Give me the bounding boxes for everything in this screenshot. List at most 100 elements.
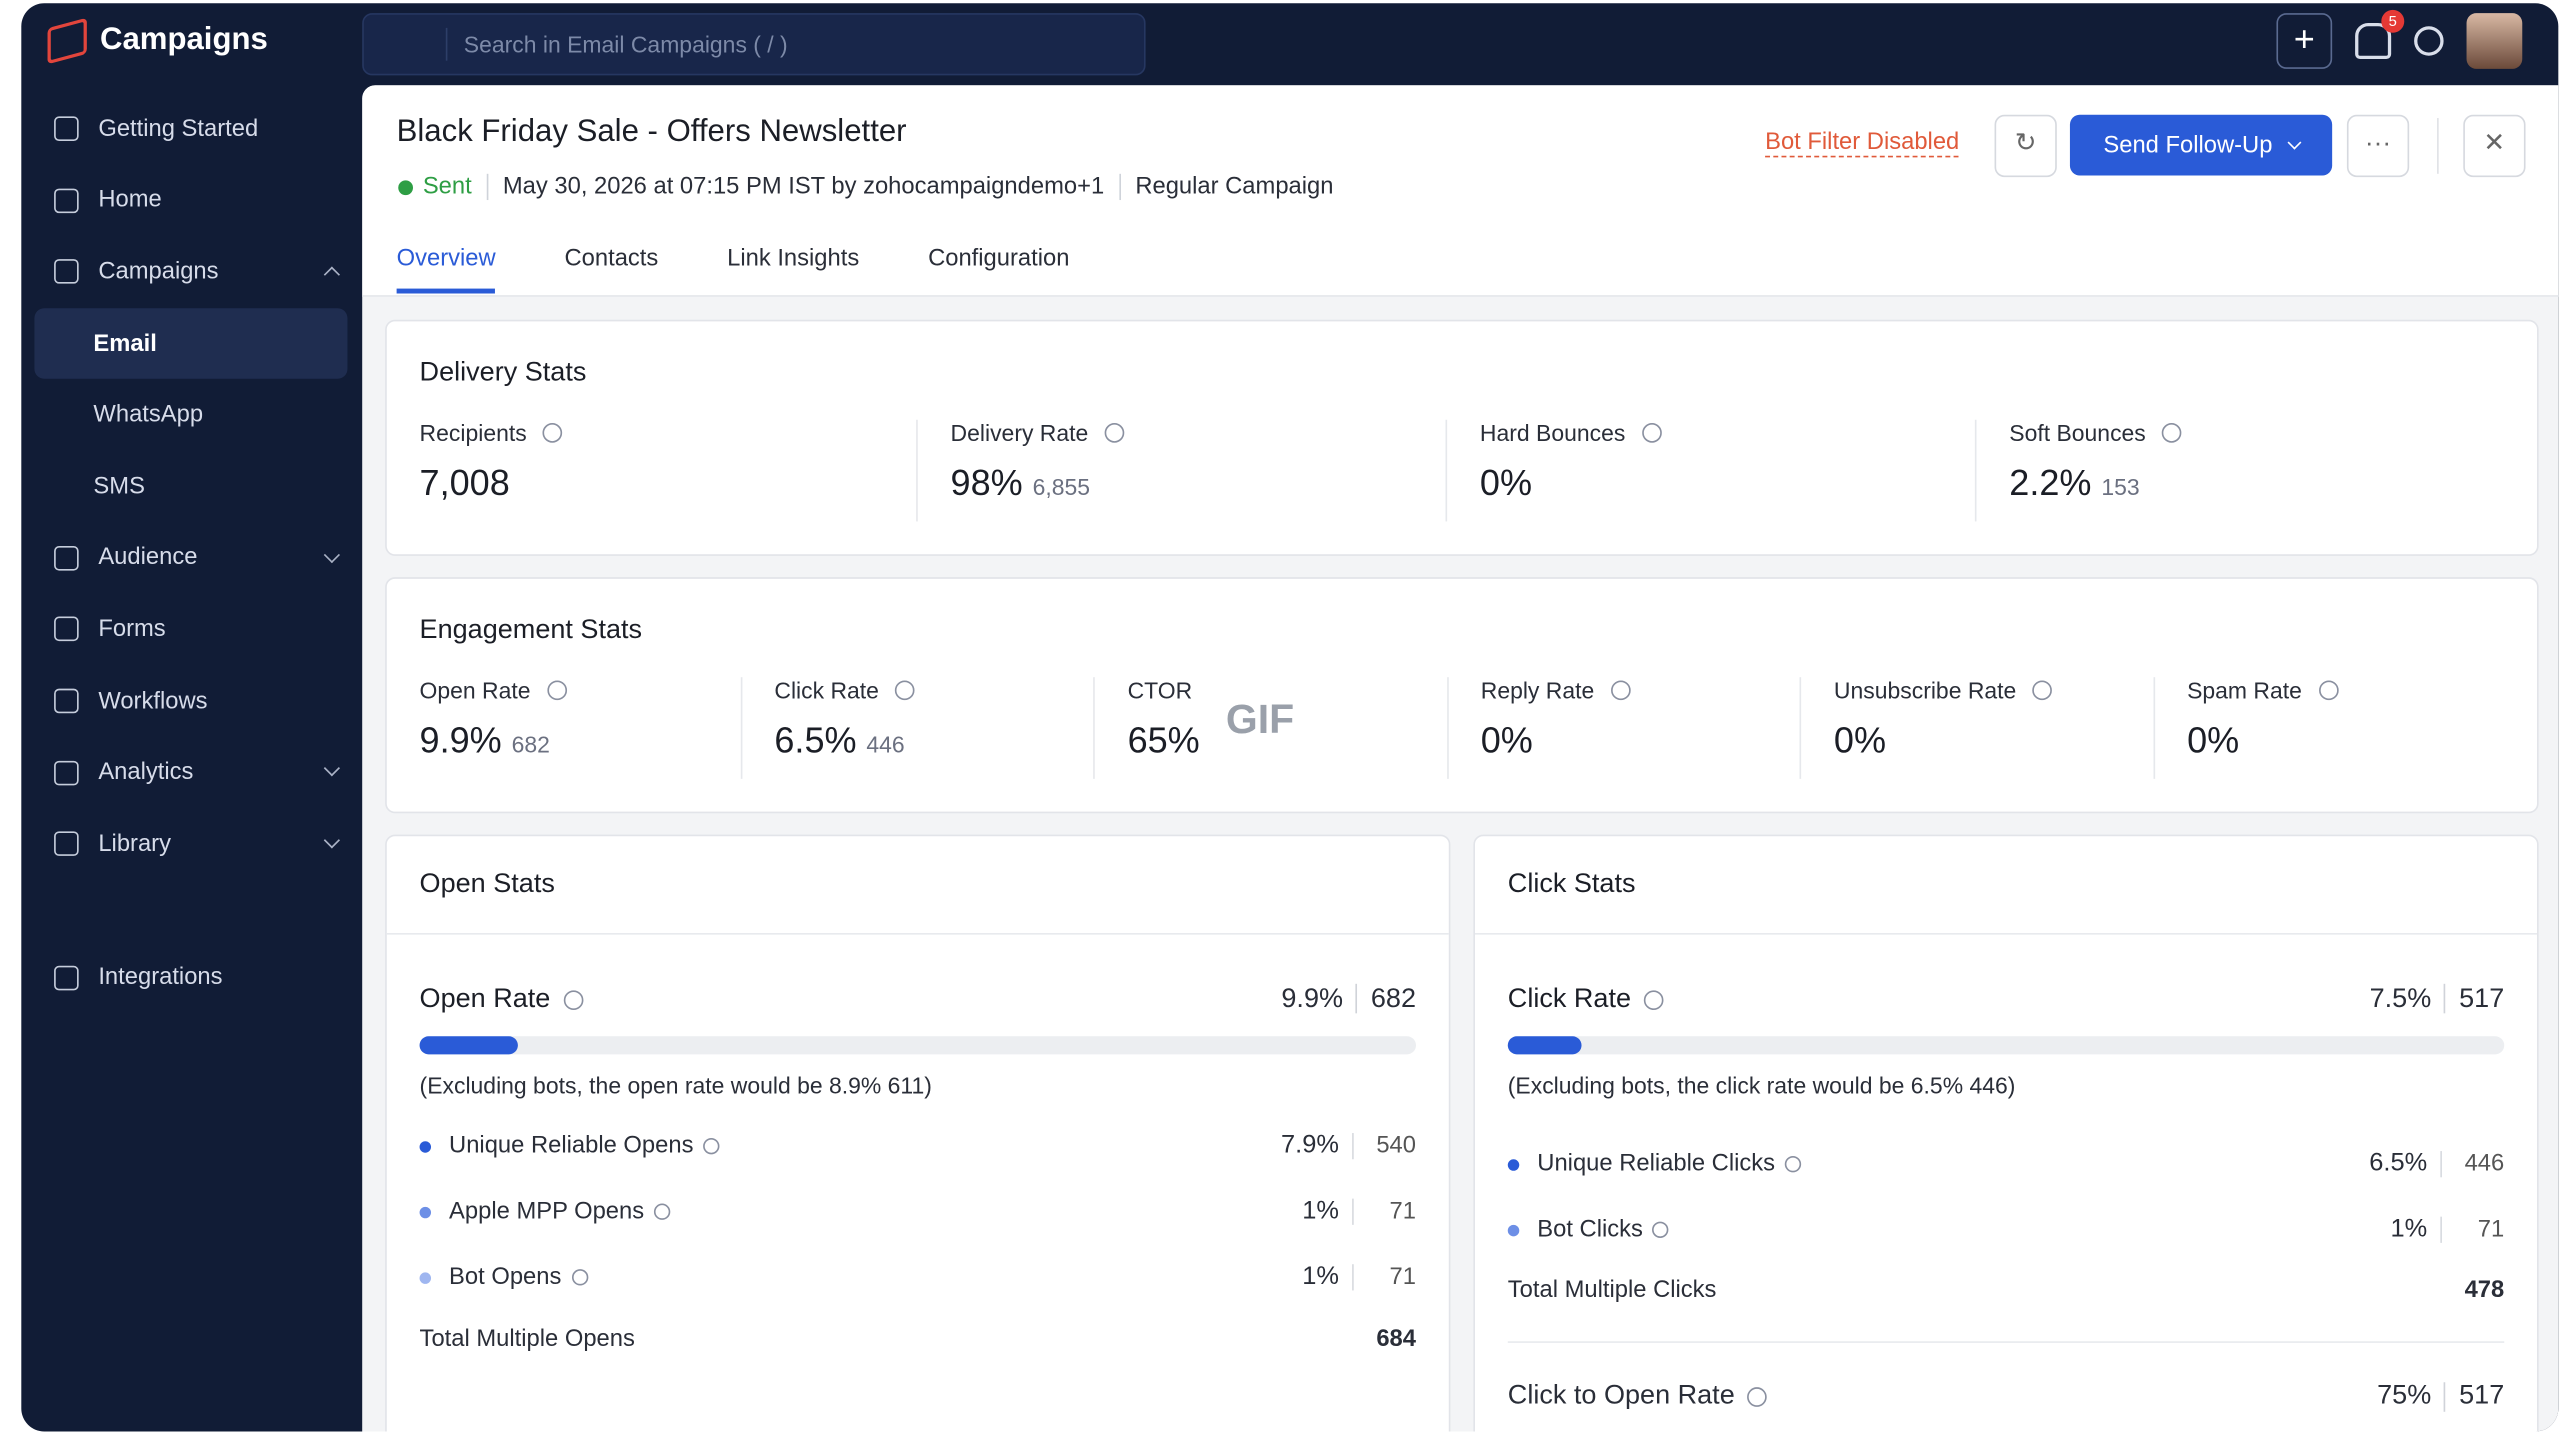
nav-item[interactable]: Library	[21, 808, 360, 879]
count: 446	[2440, 1151, 2504, 1178]
info-icon[interactable]	[563, 989, 584, 1010]
label: Bot Clicks	[1537, 1216, 1643, 1243]
breakdown-row: Apple MPP Opens 1% 71	[419, 1196, 1416, 1227]
stat: Click Rate 6.5% 446	[739, 677, 1093, 779]
avatar[interactable]	[2466, 13, 2523, 69]
info-icon[interactable]	[653, 1203, 671, 1220]
nav-item[interactable]: Analytics	[21, 737, 360, 808]
info-icon[interactable]	[543, 423, 563, 443]
value: 0%	[2187, 719, 2240, 761]
tab[interactable]: Contacts	[564, 245, 659, 273]
count: 71	[2440, 1216, 2504, 1243]
breakdown-row: Unique Reliable Clicks 6.5% 446	[1507, 1149, 2504, 1179]
info-icon[interactable]	[703, 1137, 720, 1155]
stat-label: Recipients	[420, 420, 915, 446]
nav-icon	[54, 545, 79, 571]
bot-filter[interactable]: Bot Filter Disabled	[1765, 129, 1960, 158]
follow-up-button[interactable]: Send Follow-Up	[2069, 114, 2333, 176]
nav-label: Campaigns	[98, 259, 219, 286]
nav-icon	[54, 116, 79, 142]
nav-item[interactable]: Forms	[21, 594, 360, 665]
card-title: Engagement Stats	[419, 614, 643, 645]
tab[interactable]: Configuration	[928, 245, 1070, 273]
nav-label: WhatsApp	[93, 402, 204, 429]
detail-card: Open Stats Open Rate 9.9% 682 (Excluding bot…	[385, 834, 1451, 1432]
nav-item[interactable]: Integrations	[21, 942, 360, 1013]
rate: 1%	[1302, 1196, 1339, 1225]
gif-overlay: GIF	[1225, 696, 1295, 743]
count: 6,855	[1032, 473, 1091, 501]
info-icon[interactable]	[1104, 423, 1125, 443]
card-title: Open Stats	[419, 869, 555, 899]
count: 153	[2101, 473, 2140, 501]
tab[interactable]: Overview	[396, 246, 496, 294]
value: 98%	[950, 462, 1023, 504]
stat-value: 6.5% 446	[774, 720, 1093, 763]
app-title: Campaigns	[99, 22, 268, 58]
nav-item[interactable]: Workflows	[21, 665, 360, 736]
label: Total Multiple Clicks	[1507, 1277, 1717, 1304]
search-box[interactable]: Search in Email Campaigns ( / )	[362, 13, 1146, 76]
label: Open Rate	[419, 677, 531, 704]
total-row: Total Multiple Opens 684	[420, 1327, 1416, 1353]
rate: 75%	[2377, 1380, 2432, 1411]
info-icon[interactable]	[1747, 1386, 1768, 1407]
rate-label: Click Rate	[1508, 984, 1664, 1015]
label: Recipients	[419, 419, 527, 446]
value: 6.5%	[774, 719, 857, 761]
stat: CTOR 65%	[1093, 677, 1446, 779]
info-icon[interactable]	[895, 680, 915, 701]
settings[interactable]	[2414, 26, 2444, 56]
stat-value: 98% 6,855	[951, 462, 1446, 505]
info-icon[interactable]	[2318, 680, 2338, 701]
stat: Unsubscribe Rate 0%	[1799, 677, 2153, 779]
close-button[interactable]: ✕	[2463, 114, 2526, 178]
info-icon[interactable]	[1784, 1155, 1802, 1173]
info-icon[interactable]	[2032, 680, 2053, 701]
info-icon[interactable]	[1610, 680, 1631, 701]
info-icon[interactable]	[2162, 423, 2182, 443]
nav-icon	[54, 965, 79, 991]
value: 0%	[1833, 719, 1887, 761]
ctor-row: Click to Open Rate 75% 517	[1508, 1381, 2504, 1412]
card-title: Delivery Stats	[419, 357, 587, 387]
nav-item[interactable]: Home	[21, 165, 360, 236]
nav-label: Forms	[98, 616, 166, 643]
nav-item[interactable]: Getting Started	[21, 93, 360, 164]
brand[interactable]: Campaigns	[47, 17, 268, 65]
notifications[interactable]: 5	[2355, 9, 2405, 60]
value: 2.2%	[2009, 462, 2092, 504]
info-icon[interactable]	[571, 1269, 588, 1286]
nav-item[interactable]: Campaigns	[21, 236, 360, 307]
refresh-button[interactable]: ↻	[1994, 114, 2057, 178]
label: Apple MPP Opens	[449, 1198, 645, 1225]
nav-icon	[54, 188, 79, 213]
add-button[interactable]: +	[2276, 13, 2333, 69]
label: Click Rate	[1507, 983, 1632, 1014]
detail-card: Click Stats Click Rate 7.5% 517 (Excluding b…	[1473, 834, 2539, 1432]
info-icon[interactable]	[1644, 989, 1664, 1010]
divider	[2437, 118, 2439, 174]
divider	[1475, 932, 2538, 935]
nav-item[interactable]: SMS	[21, 451, 360, 522]
chevron	[323, 266, 340, 284]
nav-item[interactable]: Email	[34, 307, 348, 380]
nav-item[interactable]: Audience	[21, 522, 360, 593]
breakdown-row: Bot Clicks 1% 71	[1507, 1215, 2504, 1245]
info-icon[interactable]	[546, 680, 567, 701]
divider	[1507, 1341, 2505, 1343]
info-icon[interactable]	[1652, 1221, 1670, 1238]
nav-icon	[54, 831, 79, 857]
main-panel: Black Friday Sale - Offers Newsletter Sen…	[362, 85, 2559, 1432]
tab[interactable]: Link Insights	[727, 245, 860, 273]
total: 478	[2464, 1277, 2505, 1304]
search-scope[interactable]	[364, 27, 448, 61]
more-button[interactable]: ···	[2346, 114, 2410, 178]
stats-card: Delivery Stats Recipients 7,008 Delivery Ra…	[385, 319, 2539, 556]
info-icon[interactable]	[1641, 423, 1662, 443]
separator	[1118, 173, 1121, 201]
count: 71	[1352, 1264, 1416, 1291]
nav-item[interactable]: WhatsApp	[21, 379, 360, 450]
